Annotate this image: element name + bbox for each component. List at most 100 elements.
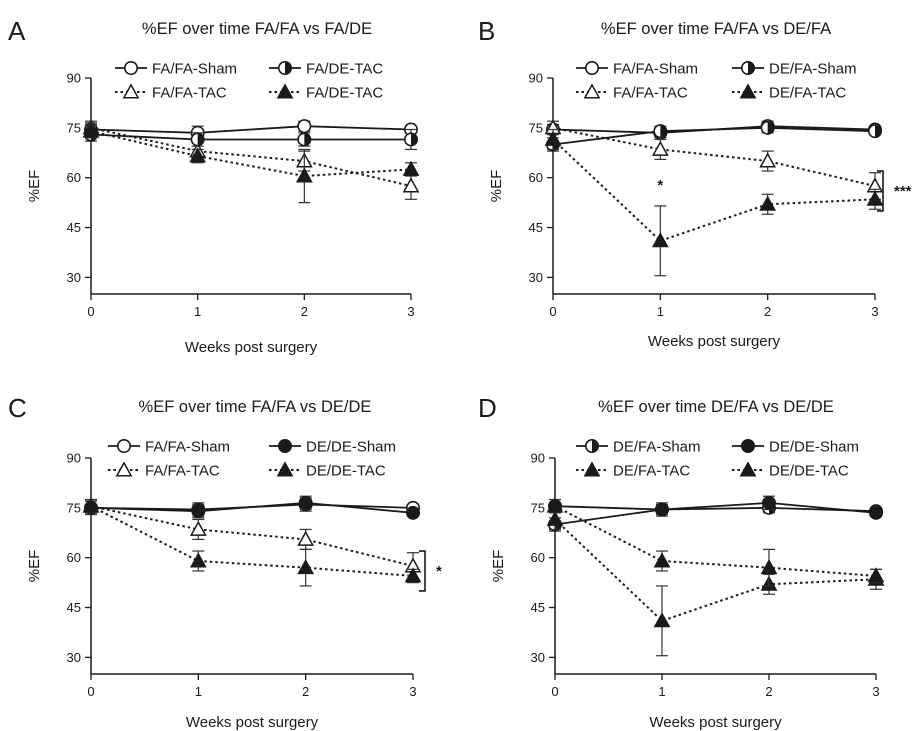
data-point (759, 195, 777, 211)
legend-marker (739, 461, 757, 477)
legend: FA/FA-Sham FA/FA-TAC DE/DE-Sham DE/DE-TAC (108, 439, 396, 480)
legend-marker-half (592, 439, 599, 453)
data-point (653, 612, 671, 628)
legend-marker (583, 461, 601, 477)
legend-marker (276, 83, 294, 99)
x-axis-label: Weeks post surgery (648, 333, 781, 350)
data-point-half (660, 124, 667, 138)
legend-item: FA/FA-TAC (115, 83, 227, 102)
data-point (190, 132, 205, 147)
significance-label: *** (894, 183, 912, 200)
data-point (759, 152, 777, 168)
data-point (297, 119, 312, 134)
data-point (402, 177, 420, 193)
data-point (189, 147, 207, 163)
panel-c: C %EF over time FA/FA vs DE/DE 30 45 60 75 90 0… (8, 393, 442, 731)
data-point (868, 505, 883, 520)
y-tick-label: 60 (67, 550, 81, 565)
data-point (189, 552, 207, 568)
data-point (653, 124, 668, 139)
legend-item: DE/DE-Sham (732, 439, 859, 456)
legend-label: FA/FA-Sham (152, 61, 237, 78)
series-line (552, 126, 876, 187)
data-point (297, 530, 315, 546)
data-point (82, 497, 100, 513)
y-tick-label: 30 (67, 270, 81, 285)
panel-b: B %EF over time FA/FA vs DE/FA 30 45 60 75 90 0… (478, 16, 912, 350)
data-point (544, 130, 562, 146)
series-line (90, 133, 411, 141)
data-point (295, 167, 313, 183)
y-tick-label: 75 (531, 500, 545, 515)
series-line (552, 126, 876, 146)
y-tick-label: 60 (531, 550, 545, 565)
data-point (297, 132, 312, 147)
legend-marker (740, 438, 755, 453)
legend-item: DE/FA-TAC (732, 83, 846, 102)
x-tick-label: 2 (301, 304, 308, 319)
chart-title: %EF over time DE/FA vs DE/DE (598, 398, 834, 416)
legend-marker (584, 438, 599, 453)
series-4 (82, 497, 422, 587)
significance-bracket (877, 170, 884, 212)
legend-label: DE/FA-TAC (769, 85, 846, 102)
legend-label: FA/FA-TAC (152, 85, 227, 102)
series-2 (82, 119, 420, 200)
legend-item: DE/FA-Sham (732, 61, 857, 78)
significance-marker: * (657, 177, 663, 194)
panel-d: D %EF over time DE/FA vs DE/DE 30 45 60 75 90 0… (478, 393, 885, 731)
legend-label: DE/DE-TAC (769, 463, 849, 480)
series-line (552, 138, 876, 242)
panel-a: A %EF over time FA/FA vs FA/DE 30 45 60 75 90 0… (8, 16, 420, 356)
legend-label: DE/DE-Sham (306, 439, 396, 456)
series-line (90, 125, 412, 134)
x-tick-label: 1 (658, 684, 665, 699)
data-point (297, 558, 315, 575)
x-tick-label: 1 (194, 304, 201, 319)
x-tick-label: 3 (872, 684, 879, 699)
legend-label: FA/DE-TAC (306, 85, 383, 102)
legend-label: DE/FA-TAC (613, 463, 690, 480)
legend-item: FA/FA-Sham (576, 61, 698, 78)
legend: DE/FA-Sham DE/FA-TAC DE/DE-Sham DE/DE-TAC (576, 439, 859, 480)
data-point (404, 567, 422, 583)
data-point (189, 520, 207, 536)
x-tick-label: 1 (657, 304, 664, 319)
data-point (403, 132, 418, 147)
legend-item: FA/DE-TAC (269, 83, 383, 102)
legend-item: FA/FA-Sham (108, 439, 230, 456)
legend-label: DE/DE-Sham (769, 439, 859, 456)
y-tick-label: 75 (67, 120, 81, 135)
series-line (90, 501, 414, 514)
y-axis-label: %EF (488, 170, 505, 203)
series-line (90, 505, 414, 567)
legend-marker (117, 438, 132, 453)
y-tick-label: 30 (529, 270, 543, 285)
panel-letter: A (8, 16, 26, 46)
y-tick-label: 90 (67, 451, 81, 466)
data-point-half (304, 133, 311, 146)
y-axis-label: %EF (26, 550, 43, 583)
y-axis-label: %EF (26, 170, 43, 203)
data-point (654, 502, 669, 517)
legend-item: DE/FA-TAC (576, 461, 690, 480)
data-point (546, 510, 564, 526)
x-tick-label: 0 (87, 684, 94, 699)
x-tick-label: 3 (871, 304, 878, 319)
data-point (651, 140, 669, 156)
data-point (191, 504, 206, 519)
x-tick-label: 3 (409, 684, 416, 699)
y-axis-label: %EF (490, 550, 507, 583)
legend-item: DE/DE-TAC (269, 461, 386, 480)
series-line (90, 505, 414, 577)
series-2 (544, 119, 884, 200)
series-3 (547, 495, 883, 520)
legend-label: FA/FA-Sham (145, 439, 230, 456)
y-tick-label: 60 (67, 170, 81, 185)
y-tick-label: 90 (67, 71, 81, 86)
series-4 (544, 128, 884, 277)
data-point (402, 160, 420, 176)
legend-label: DE/FA-Sham (613, 439, 701, 456)
legend-marker (122, 83, 140, 99)
